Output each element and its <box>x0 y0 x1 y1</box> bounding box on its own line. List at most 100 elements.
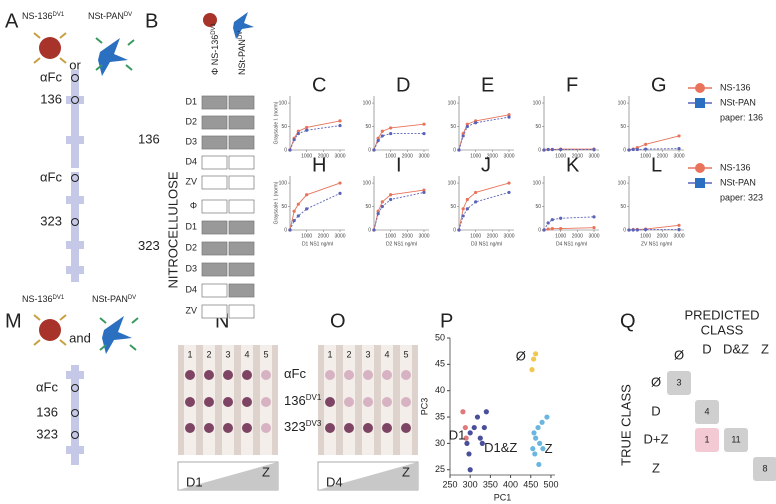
row-label: D3 <box>185 136 197 146</box>
blot-cell <box>228 95 255 110</box>
data-point <box>559 226 563 231</box>
data-point <box>677 227 681 232</box>
matrix-value: 8 <box>762 463 767 473</box>
y-tick-label: 100 <box>448 180 457 186</box>
wedge <box>318 462 418 490</box>
matrix-cell <box>724 428 748 452</box>
blot-spot <box>382 397 392 407</box>
blot-cell <box>228 155 255 170</box>
matrix-cell <box>753 457 776 481</box>
side-label: NITROCELLULOSE <box>165 171 180 288</box>
data-point <box>372 148 376 152</box>
blot-spot <box>344 397 354 407</box>
y-tick-label: 100 <box>363 100 372 106</box>
blot-spot <box>261 397 271 407</box>
x-tick-label: 250 <box>442 479 457 489</box>
blot-spot <box>223 370 233 380</box>
antibody-name: NS-136 <box>22 294 53 304</box>
chart-label: H <box>312 154 326 176</box>
blot-spot <box>185 397 195 407</box>
strip-cross <box>66 136 84 144</box>
blot-cell <box>228 115 255 130</box>
data-point <box>380 129 384 133</box>
chart-label: F <box>566 74 578 96</box>
blot-spot <box>344 370 354 380</box>
antibody-sup: DV1 <box>211 22 217 34</box>
data-point <box>292 138 296 142</box>
antibody-sup: DV <box>128 295 136 301</box>
data-point <box>389 197 393 202</box>
data-point <box>338 181 342 185</box>
blot-spot <box>344 423 354 433</box>
blot-spot <box>242 370 252 380</box>
data-point <box>627 228 631 232</box>
x-tick-label: 2000 <box>402 153 413 159</box>
data-point <box>296 214 300 218</box>
data-point <box>644 147 648 151</box>
y-tick-label: 50 <box>535 204 541 210</box>
chart-label: D <box>396 74 410 96</box>
data-point <box>477 435 483 441</box>
data-point <box>389 131 393 136</box>
true-class-label: TRUE CLASS <box>618 384 633 466</box>
data-point <box>292 219 296 223</box>
y-tick-label: 50 <box>435 332 445 342</box>
lane-label: 1 <box>187 349 192 359</box>
x-tick-label: 2000 <box>657 233 668 239</box>
data-point <box>380 134 384 138</box>
x-tick-label: 450 <box>523 479 538 489</box>
row-label: Z <box>652 460 660 475</box>
data-point <box>461 214 465 218</box>
data-point <box>338 123 342 128</box>
chart-label: E <box>481 74 494 96</box>
blot-cell <box>201 304 228 319</box>
legend-label: NSt-PAN <box>720 97 756 107</box>
x-tick-label: 350 <box>483 479 498 489</box>
data-point <box>532 451 538 457</box>
row-label: D1 <box>185 96 197 106</box>
data-point <box>422 131 426 136</box>
data-point <box>483 409 489 415</box>
blot-spot <box>325 423 335 433</box>
row-label: D2 <box>185 116 197 126</box>
row-label: ZV <box>185 305 197 315</box>
blot-cell <box>201 155 228 170</box>
blot-cell <box>228 262 255 277</box>
series-line <box>289 120 341 151</box>
x-tick-label: 2000 <box>487 153 498 159</box>
data-point <box>474 414 481 420</box>
strip-cross <box>66 371 84 379</box>
label: 323DV3 <box>284 419 322 434</box>
x-tick-label: 1000 <box>640 153 651 159</box>
panel-label: A <box>5 10 19 32</box>
data-point <box>376 139 380 143</box>
data-point <box>474 190 478 195</box>
data-point <box>550 147 554 152</box>
label-main: αFc <box>284 366 306 381</box>
chart-label: J <box>481 154 491 176</box>
legend-marker <box>695 163 705 173</box>
label-sup: DV1 <box>306 393 322 402</box>
data-point <box>389 126 393 130</box>
spot <box>71 174 79 182</box>
y-tick-label: 50 <box>535 124 541 130</box>
column-label: D&Z <box>723 341 749 356</box>
data-point <box>677 146 681 151</box>
x-tick-label: 2000 <box>318 233 329 239</box>
lane-label: 4 <box>244 349 249 359</box>
x-tick-label: 300 <box>463 479 478 489</box>
x-tick-label: 2000 <box>487 233 498 239</box>
legend-note: paper: 136 <box>720 112 763 122</box>
blot-cell <box>228 241 255 256</box>
data-point <box>536 461 542 468</box>
row-label: D1 <box>185 221 197 231</box>
data-point <box>677 223 681 227</box>
series-line <box>543 216 595 231</box>
y-tick-label: 50 <box>450 124 456 130</box>
data-point <box>507 113 511 117</box>
antibody-label: NS-136DV1 <box>22 11 65 21</box>
y-tick-label: 100 <box>448 100 457 106</box>
y-tick-label: 100 <box>618 180 627 186</box>
y-tick-label: 0 <box>453 147 456 153</box>
matrix-value: 1 <box>704 434 709 444</box>
